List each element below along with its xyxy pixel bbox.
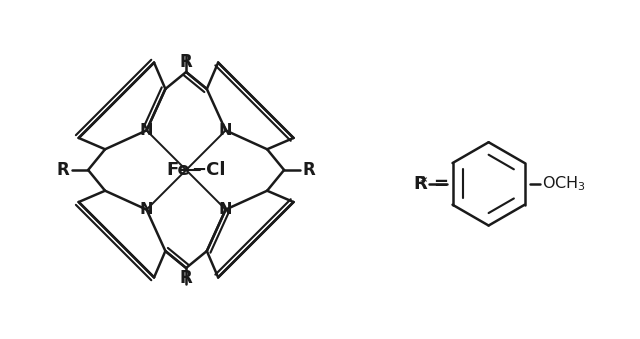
Text: R: R: [180, 269, 193, 287]
Text: R: R: [303, 161, 316, 179]
Text: R: R: [56, 161, 69, 179]
Text: R =: R =: [414, 175, 449, 193]
Text: N: N: [219, 123, 232, 138]
Text: OCH$_3$: OCH$_3$: [542, 175, 586, 193]
Text: N: N: [219, 202, 232, 217]
Text: R: R: [180, 53, 193, 71]
Text: *: *: [419, 176, 427, 192]
Text: N: N: [140, 202, 154, 217]
Text: Fe: Fe: [166, 161, 190, 179]
Text: N: N: [140, 123, 154, 138]
Text: −Cl: −Cl: [191, 161, 225, 179]
